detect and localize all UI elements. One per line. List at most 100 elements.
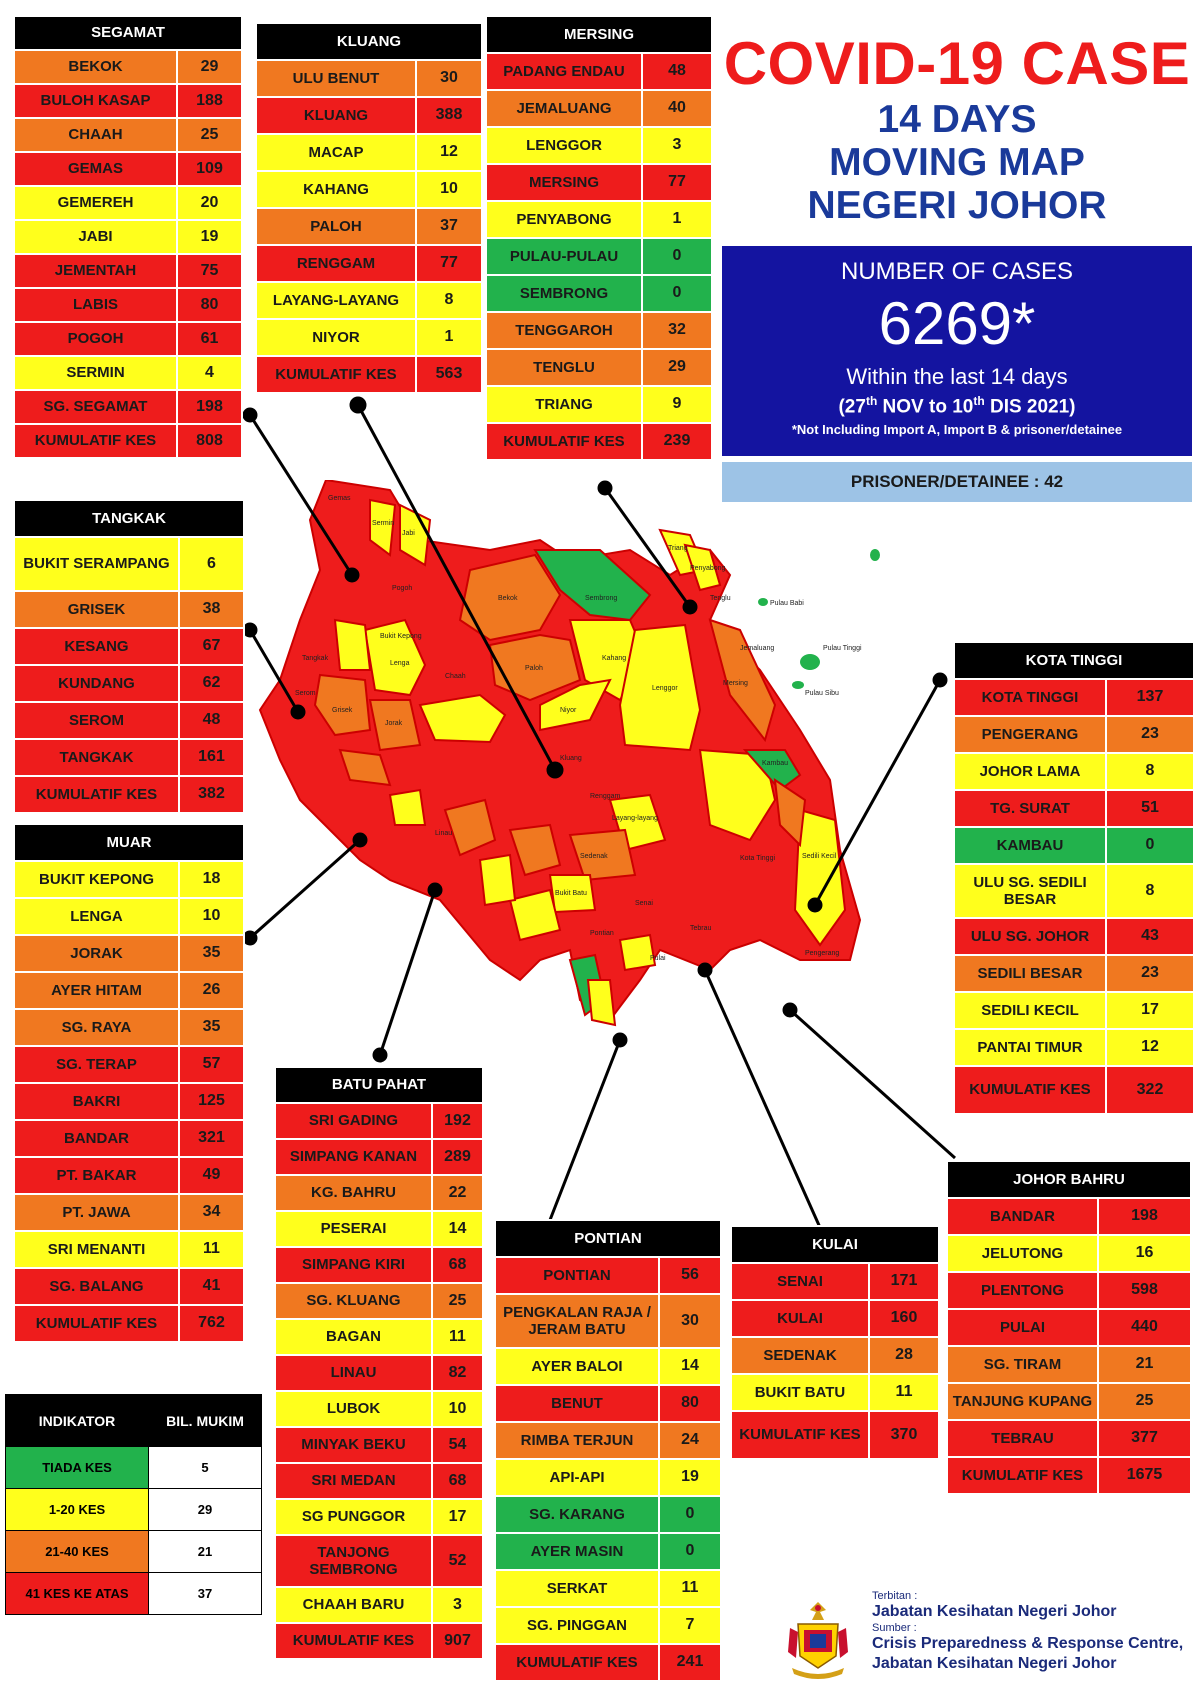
mukim-name: SIMPANG KIRI (274, 1246, 433, 1284)
mukim-row: SRI MEDAN 68 (274, 1462, 484, 1500)
published-by: Jabatan Kesihatan Negeri Johor (872, 1603, 1117, 1620)
map-label-jorak: Jorak (385, 720, 403, 727)
mukim-row: GEMAS 109 (13, 151, 244, 187)
mukim-name: POGOH (13, 321, 178, 357)
mukim-cases: 30 (414, 59, 484, 98)
district-name: MERSING (484, 15, 714, 54)
mukim-name: PANTAI TIMUR (953, 1028, 1107, 1067)
map-label-pulau-babi: Pulau Babi (770, 600, 804, 607)
mukim-row: SIMPANG KANAN 289 (274, 1138, 484, 1176)
map-label-triang: Triang (668, 545, 688, 552)
mukim-cases: 11 (658, 1569, 722, 1608)
mukim-cases: 56 (658, 1256, 722, 1295)
map-island-pulau-babi (758, 598, 768, 606)
mukim-name: TANJUNG KUPANG (946, 1382, 1099, 1421)
mukim-cases: 30 (658, 1293, 722, 1349)
mukim-cases: 49 (178, 1156, 245, 1195)
mukim-name: SG. SEGAMAT (13, 389, 178, 425)
district-table-batu-pahat: BATU PAHAT SRI GADING 192 SIMPANG KANAN 289 K… (274, 1066, 484, 1660)
mukim-cases: 11 (178, 1230, 245, 1269)
map-region-ulu-benut (508, 823, 562, 877)
mukim-name: LENGGOR (485, 126, 643, 165)
mukim-cases: 388 (414, 96, 484, 135)
mukim-row: KAHANG 10 (255, 170, 484, 209)
mukim-name: PALOH (255, 207, 417, 246)
mukim-name: SEDILI KECIL (953, 991, 1107, 1030)
total-cases: 907 (431, 1622, 484, 1660)
mukim-row: TANGKAK 161 (13, 738, 246, 777)
mukim-cases: 43 (1104, 917, 1196, 956)
legend-row: TIADA KES 5 (5, 1446, 262, 1489)
map-region-penyabong (683, 543, 722, 592)
prisoner-count: PRISONER/DETAINEE : 42 (722, 462, 1192, 502)
mukim-cases: 137 (1104, 678, 1196, 717)
total-cases: 370 (867, 1410, 941, 1460)
mukim-name: SRI MEDAN (274, 1462, 433, 1500)
map-label-paloh: Paloh (525, 665, 543, 672)
mukim-name: RIMBA TERJUN (494, 1421, 660, 1460)
map-label-jemaluang: Jemaluang (740, 645, 774, 652)
map-label-tangkak: Tangkak (302, 655, 329, 662)
mukim-name: SEDENAK (730, 1336, 870, 1375)
mukim-name: KUNDANG (13, 664, 180, 703)
map-region-kambau (742, 749, 802, 792)
mukim-cases: 61 (175, 321, 244, 357)
mukim-name: TANGKAK (13, 738, 180, 777)
mukim-name: BAGAN (274, 1318, 433, 1356)
map-region-lubok (388, 788, 427, 826)
mukim-name: AYER MASIN (494, 1532, 660, 1571)
mukim-cases: 54 (431, 1426, 484, 1464)
mukim-cases: 377 (1097, 1419, 1192, 1458)
mukim-cases: 51 (1104, 789, 1196, 828)
mukim-row: ULU BENUT 30 (255, 59, 484, 98)
mukim-cases: 6 (177, 536, 246, 592)
mukim-name: MACAP (255, 133, 417, 172)
mukim-row: BENUT 80 (494, 1384, 722, 1423)
map-label-bekok: Bekok (498, 595, 518, 602)
mukim-row: SEDENAK 28 (730, 1336, 941, 1375)
map-label-lenga: Lenga (390, 660, 410, 667)
mukim-name: SERKAT (494, 1569, 660, 1608)
mukim-name: BULOH KASAP (13, 83, 178, 119)
mukim-cases: 38 (177, 590, 246, 629)
total-label: KUMULATIF KES (13, 1304, 180, 1343)
mukim-cases: 4 (175, 355, 244, 391)
mukim-cases: 57 (178, 1045, 245, 1084)
cases-label: NUMBER OF CASES (840, 258, 1074, 285)
total-cases-box: NUMBER OF CASES 6269* Within the last 14… (722, 246, 1192, 456)
mukim-cases: 188 (175, 83, 244, 119)
mukim-name: CHAAH (13, 117, 178, 153)
mukim-name: JEMALUANG (485, 89, 643, 128)
mukim-row: SG. TERAP 57 (13, 1045, 245, 1084)
total-row: KUMULATIF KES 241 (494, 1643, 722, 1682)
legend-count: 37 (148, 1572, 262, 1615)
mukim-name: LUBOK (274, 1390, 433, 1428)
mukim-name: KAHANG (255, 170, 417, 209)
district-name: KOTA TINGGI (952, 641, 1196, 680)
map-island-pulau-sibu (792, 681, 804, 689)
district-name: SEGAMAT (12, 15, 244, 51)
mukim-cases: 3 (431, 1586, 484, 1624)
mukim-row: BUKIT KEPONG 18 (13, 860, 245, 899)
mukim-cases: 34 (178, 1193, 245, 1232)
mukim-row: RENGGAM 77 (255, 244, 484, 283)
mukim-row: LABIS 80 (13, 287, 244, 323)
mukim-cases: 11 (431, 1318, 484, 1356)
mukim-name: KG. BAHRU (274, 1174, 433, 1212)
map-label-serom: Serom (295, 690, 316, 697)
mukim-row: AYER HITAM 26 (13, 971, 245, 1010)
mukim-cases: 10 (414, 170, 484, 209)
district-table-kulai: KULAI SENAI 171 KULAI 160 SEDENAK 28 BUKIT BATU… (729, 1225, 941, 1460)
mukim-row: ULU SG. SEDILI BESAR 8 (953, 863, 1196, 919)
map-label-grisek: Grisek (332, 707, 353, 714)
mukim-row: BUKIT BATU 11 (730, 1373, 941, 1412)
mukim-name: SG. RAYA (13, 1008, 180, 1047)
mukim-cases: 160 (867, 1299, 941, 1338)
mukim-cases: 21 (1097, 1345, 1192, 1384)
mukim-name: JELUTONG (946, 1234, 1099, 1273)
map-region-ayer-baloi (508, 888, 562, 942)
mukim-cases: 25 (431, 1282, 484, 1320)
total-cases: 762 (178, 1304, 245, 1343)
mukim-row: LENGA 10 (13, 897, 245, 936)
mukim-name: SIMPANG KANAN (274, 1138, 433, 1176)
